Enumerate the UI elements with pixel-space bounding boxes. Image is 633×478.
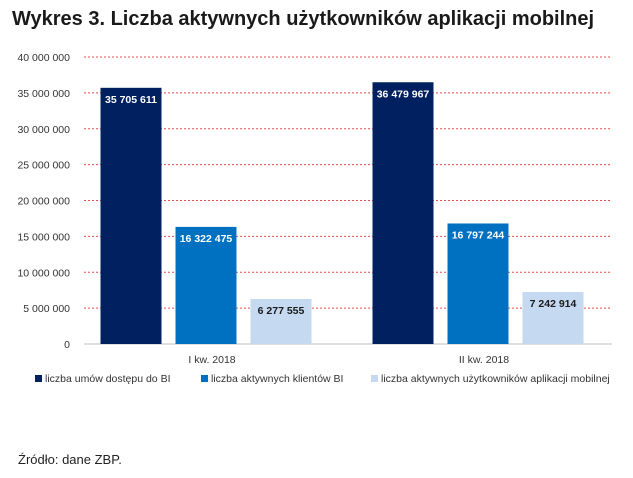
chart-title: Wykres 3. Liczba aktywnych użytkowników … [12,8,595,30]
x-tick-label: I kw. 2018 [188,354,235,366]
y-tick-label: 20 000 000 [17,196,70,208]
y-tick-label: 30 000 000 [17,124,70,136]
y-tick-label: 0 [64,339,70,351]
bar [100,87,162,344]
data-label: 6 277 555 [258,305,305,317]
y-tick-label: 40 000 000 [17,52,70,64]
legend-entry: liczba aktywnych użytkowników aplikacji … [381,373,610,385]
data-label: 36 479 967 [377,88,430,100]
legend-swatch [371,375,378,382]
legend-entry: liczba aktywnych klientów BI [211,373,343,385]
source-note: Źródło: dane ZBP. [18,452,122,467]
bar [175,226,237,344]
data-label: 16 797 244 [452,229,505,241]
bar [250,298,312,344]
bar [522,292,584,344]
y-tick-label: 15 000 000 [17,231,70,243]
x-tick-label: II kw. 2018 [459,354,509,366]
bar [372,82,434,345]
y-tick-label: 25 000 000 [17,160,70,172]
y-tick-label: 5 000 000 [23,303,70,315]
bar [447,223,509,344]
legend-entry: liczba umów dostępu do BI [45,373,171,385]
data-label: 7 242 914 [530,298,577,310]
y-tick-label: 35 000 000 [17,88,70,100]
legend-swatch [35,375,42,382]
data-label: 35 705 611 [105,94,157,106]
data-label: 16 322 475 [180,233,233,245]
y-tick-label: 10 000 000 [17,267,70,279]
legend-swatch [201,375,208,382]
